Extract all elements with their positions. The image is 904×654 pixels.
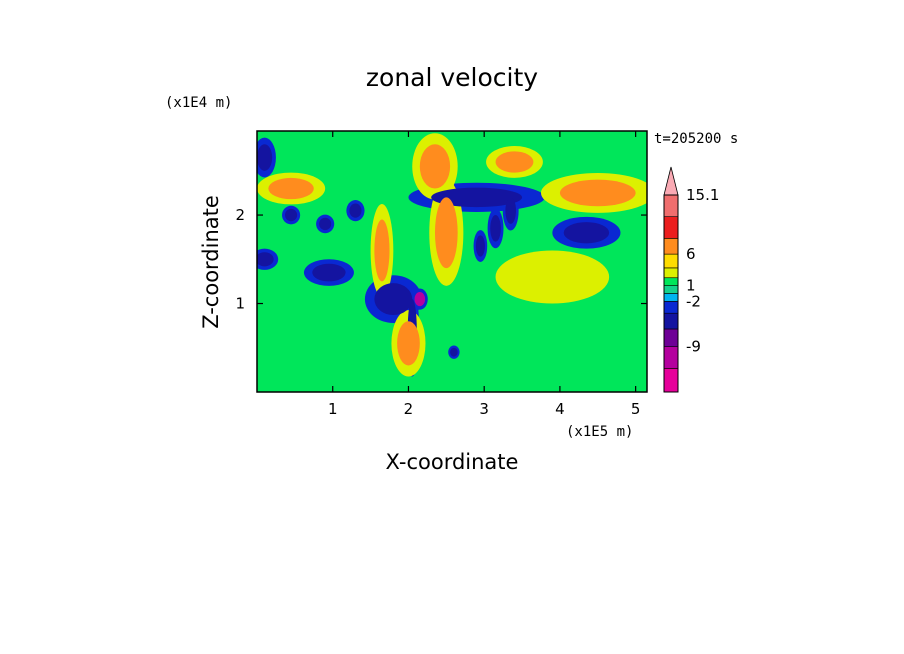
y-tick-label-1: 2	[235, 206, 245, 224]
colorbar-swatch-9	[663, 253, 679, 269]
colorbar: 15.1 6 1-2 -9	[663, 166, 719, 393]
contour-cell-5	[349, 203, 362, 218]
x-tick-label-2: 3	[479, 400, 489, 418]
x-axis-ticks: 1 2 3 4 5	[328, 131, 640, 418]
time-label: t=205200 s	[654, 131, 738, 147]
contour-cell-11	[490, 215, 501, 242]
x-axis-label: X-coordinate	[386, 450, 519, 474]
colorbar-swatch-3	[663, 312, 679, 330]
contour-cell-10	[475, 235, 485, 257]
plot-frame	[256, 130, 648, 393]
y-tick-label-0: 1	[235, 295, 245, 313]
plot-area	[256, 130, 648, 393]
y-axis-label: Z-coordinate	[199, 195, 223, 329]
contour-cell-1	[285, 208, 298, 222]
contour-cell-18	[434, 197, 458, 269]
contour-cell-13	[563, 222, 610, 244]
contour-cell-19	[495, 151, 534, 173]
colorbar-swatch-8	[663, 267, 679, 279]
contour-cell-0	[257, 144, 273, 171]
colorbar-swatch-6	[663, 285, 679, 294]
colorbar-swatch-5	[663, 293, 679, 302]
y-axis-ticks: 12	[235, 206, 647, 313]
contour-cell-15	[268, 177, 314, 200]
x-tick-label-3: 4	[555, 400, 565, 418]
colorbar-swatch-12	[663, 194, 679, 217]
contour-cell-21	[397, 321, 420, 366]
colorbar-label-4: -9	[686, 338, 701, 356]
contour-cell-16	[374, 219, 390, 282]
contour-cell-12	[505, 197, 516, 224]
x-unit-label: (x1E5 m)	[566, 424, 633, 440]
contour-cell-3	[312, 263, 346, 282]
y-unit-label: (x1E4 m)	[165, 95, 232, 111]
colorbar-label-0: 15.1	[686, 186, 719, 204]
x-tick-label-1: 2	[404, 400, 414, 418]
contour-cell-7	[414, 292, 426, 307]
contour-field	[257, 131, 647, 392]
colorbar-swatch-10	[663, 238, 679, 255]
colorbar-frame	[663, 194, 679, 393]
contour-cell-22	[514, 259, 591, 295]
colorbar-swatch-11	[663, 216, 679, 239]
colorbar-swatch-2	[663, 328, 679, 347]
colorbar-swatch-7	[663, 277, 679, 286]
colorbar-swatch-1	[663, 346, 679, 369]
colorbar-extend-arrow	[663, 166, 679, 196]
colorbar-swatch-0	[663, 368, 679, 393]
contour-cell-6	[374, 283, 413, 316]
colorbar-label-2: 1	[686, 277, 696, 295]
colorbar-label-1: 6	[686, 245, 696, 263]
chart-title: zonal velocity	[366, 63, 538, 92]
x-tick-label-0: 1	[328, 400, 338, 418]
contour-cell-2	[257, 252, 274, 267]
contour-cell-20	[559, 179, 636, 207]
colorbar-label-3: -2	[686, 292, 701, 310]
contour-cell-17	[419, 144, 451, 189]
contour-cell-9	[431, 187, 523, 208]
x-tick-label-4: 5	[631, 400, 641, 418]
colorbar-swatch-4	[663, 301, 679, 314]
contour-cell-4	[319, 217, 332, 231]
contour-cell-14	[450, 347, 458, 357]
